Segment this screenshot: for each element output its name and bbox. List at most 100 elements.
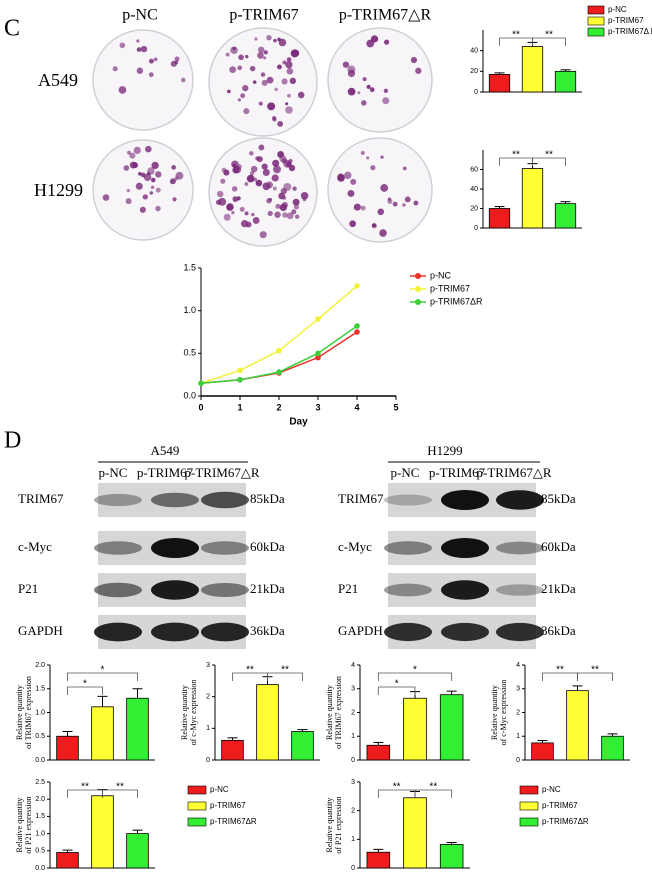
colony [227,89,231,94]
significance-bracket [67,686,103,695]
point [198,380,204,387]
blot-band [151,622,199,642]
colony [272,115,277,121]
colony [153,57,158,62]
y-tick-label: 1 [516,733,520,740]
colony [258,101,263,106]
x-tick-label: 2 [276,402,281,412]
colony [172,197,177,202]
significance-bracket [377,672,453,681]
colony [262,168,270,176]
y-tick-label: 2 [516,709,520,716]
colony [286,212,294,220]
y-tick-label: 3 [206,662,210,669]
y-tick-label: 40 [470,186,478,193]
blot-band [151,492,199,508]
blot-band [94,582,142,598]
y-tick-label: 1 [351,836,355,843]
colony [282,60,287,65]
point [354,283,360,289]
colony [279,155,287,163]
bar [56,735,79,761]
colony [240,220,249,228]
row-label: A549 [38,70,78,90]
protein-label: P21 [338,581,358,596]
blot-band [94,541,142,555]
colony [246,174,255,183]
legend-label: p-TRIM67 [430,283,470,293]
colony [410,56,418,64]
blot-title: A549 [151,443,180,458]
colony [286,57,292,62]
colony [337,174,345,182]
colony [239,206,245,212]
legend-label: p-NC [608,5,627,14]
significance-bracket [532,157,566,166]
bar [554,70,577,93]
colony [215,199,222,205]
colony-header: p-NC [122,7,158,24]
blot-band [441,580,489,600]
colony [357,91,361,95]
blot-band [201,622,249,642]
legend-label: p-TRIM67 [210,801,246,810]
colony [257,52,264,59]
y-tick-label: 3 [351,779,355,786]
colony [285,102,289,106]
colony [366,156,370,160]
size-label: 85kDa [541,491,576,506]
colony [249,65,256,72]
colony [217,190,224,198]
y-tick-label: 0 [206,757,210,764]
colony [370,165,376,171]
colony [127,150,131,155]
colony [244,211,249,216]
colony [281,78,288,85]
colony [286,67,294,75]
y-tick-label: 0 [516,757,520,764]
colony [146,171,151,176]
colony-plate [92,29,194,131]
colony-header: p-TRIM67△R [339,7,432,24]
colony [277,37,281,42]
colony [232,163,237,168]
colony [150,177,156,183]
colony [285,61,293,69]
legend-swatch [415,299,421,305]
lane-label: p-TRIM67 [137,465,194,480]
lane-label: p-NC [99,465,128,480]
colony [118,86,127,94]
colony [230,46,238,55]
colony [136,39,140,43]
colony [277,120,284,127]
y-tick-label: 1.5 [35,813,45,820]
blot-band [496,584,544,596]
y-tick-label: 1 [351,733,355,740]
colony [256,156,263,163]
colony [267,102,276,111]
colony [238,54,244,61]
colony [151,161,159,170]
legend-label: p-TRIM67ΔR [430,296,483,306]
colony [254,37,258,41]
blot-band [441,490,489,510]
blot-band [94,622,142,642]
protein-label: c-Myc [338,539,372,554]
colony [155,187,161,193]
bar [521,168,544,229]
size-label: 36kDa [250,623,285,638]
blot-band [441,538,489,558]
colony [142,194,148,200]
colony [266,34,272,41]
significance-label: ** [591,665,599,676]
blot-band [151,538,199,558]
colony [257,46,265,54]
legend-swatch [519,801,539,811]
colony [245,54,249,59]
blot-band [496,622,544,642]
colony [274,87,278,92]
y-tick-label: 0 [474,225,478,232]
y-axis-label: of P21 expression [24,796,33,853]
y-tick-label: 0.5 [183,348,196,358]
